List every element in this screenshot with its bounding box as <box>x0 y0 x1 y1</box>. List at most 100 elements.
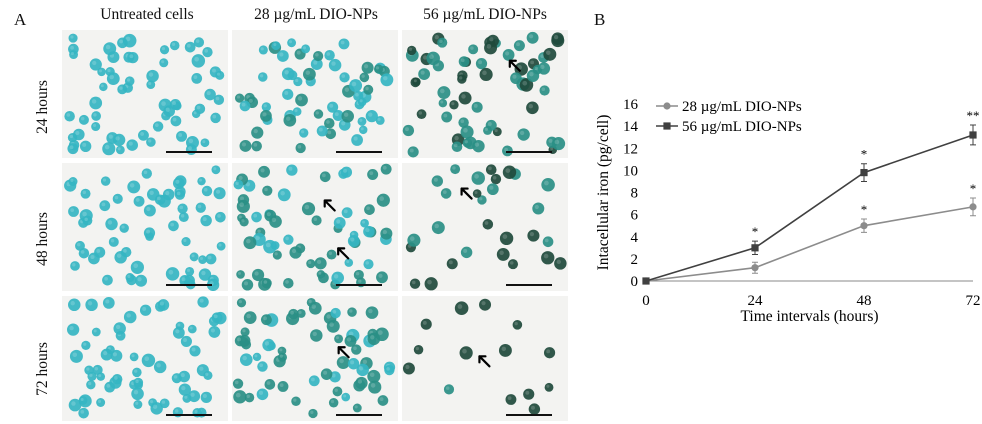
cell <box>325 128 337 140</box>
cell <box>115 145 125 155</box>
cell <box>375 115 385 125</box>
cell <box>498 344 512 357</box>
cell <box>514 62 528 76</box>
cell <box>502 49 515 61</box>
cell <box>507 259 519 270</box>
cell <box>324 50 335 61</box>
cell <box>198 255 207 264</box>
cell <box>357 116 367 126</box>
cell <box>85 298 98 312</box>
cell <box>78 247 90 259</box>
cell <box>320 368 333 380</box>
cell <box>236 270 245 279</box>
cell <box>96 398 106 407</box>
micrograph-72h-56 <box>402 296 568 421</box>
cell <box>365 110 378 123</box>
cell <box>339 72 350 83</box>
cell <box>78 114 89 125</box>
legend-marker <box>663 102 671 110</box>
cell <box>367 332 381 346</box>
data-point <box>642 277 650 285</box>
cell <box>233 390 247 404</box>
cell <box>364 204 375 215</box>
cell <box>213 94 225 106</box>
cell <box>314 257 327 270</box>
cell <box>496 247 510 261</box>
cell <box>239 140 252 152</box>
cell <box>458 56 470 67</box>
cell <box>457 74 467 84</box>
cell <box>462 138 473 148</box>
scale-bar <box>336 151 382 153</box>
arrow-icon <box>460 187 473 200</box>
y-tick-label: 14 <box>623 119 639 135</box>
cell <box>311 215 322 226</box>
scale-bar <box>166 151 212 153</box>
cell <box>526 69 540 82</box>
cell <box>359 72 370 83</box>
cell <box>102 297 115 309</box>
cell <box>133 400 143 409</box>
cell <box>121 246 132 258</box>
cell <box>133 195 145 207</box>
cell <box>141 168 152 179</box>
cell <box>451 141 463 153</box>
cell <box>169 40 180 51</box>
y-tick-label: 8 <box>631 186 639 202</box>
cell <box>89 96 103 110</box>
y-tick-label: 10 <box>623 163 638 179</box>
cell <box>543 347 556 359</box>
cell <box>163 105 175 117</box>
cell <box>338 38 350 50</box>
panel-b-label: B <box>594 10 606 29</box>
cell <box>129 352 139 362</box>
cell <box>301 202 316 216</box>
cell <box>332 386 343 397</box>
cell <box>239 353 253 366</box>
cell <box>313 109 324 119</box>
cell <box>365 306 379 319</box>
cell <box>91 122 101 132</box>
cell <box>437 37 448 48</box>
cell <box>201 185 213 197</box>
cell <box>68 206 79 217</box>
cell <box>458 91 472 105</box>
cell <box>295 142 306 154</box>
cell <box>281 67 295 81</box>
cell <box>146 137 156 147</box>
data-point <box>751 244 759 252</box>
cell <box>316 270 326 279</box>
cell <box>412 77 421 87</box>
cell <box>344 334 357 347</box>
cell <box>213 187 226 200</box>
cell <box>532 202 545 215</box>
cell <box>257 361 268 372</box>
cell <box>73 128 85 141</box>
cell <box>244 392 255 403</box>
y-tick-label: 2 <box>631 252 639 268</box>
cell <box>172 326 185 339</box>
cell <box>277 352 287 362</box>
cell <box>181 236 191 247</box>
legend-entry: 56 µg/mL DIO-NPs <box>682 119 802 135</box>
arrow-icon <box>337 247 350 260</box>
cell <box>347 307 357 317</box>
column-header-untreated: Untreated cells <box>100 6 194 23</box>
cell <box>526 31 539 44</box>
row-header-72h: 72 hours <box>34 342 51 396</box>
cell <box>458 117 469 128</box>
cell <box>517 128 530 141</box>
cell <box>195 202 206 213</box>
cell <box>82 215 93 226</box>
y-tick-label: 0 <box>631 274 639 290</box>
cell <box>197 296 209 308</box>
cell <box>185 144 197 156</box>
cell <box>368 380 382 394</box>
cell <box>264 379 276 390</box>
cell <box>193 37 205 48</box>
cell <box>243 311 257 325</box>
cell <box>367 169 379 181</box>
cell <box>554 257 567 270</box>
cell <box>157 299 170 311</box>
cell <box>537 62 551 75</box>
